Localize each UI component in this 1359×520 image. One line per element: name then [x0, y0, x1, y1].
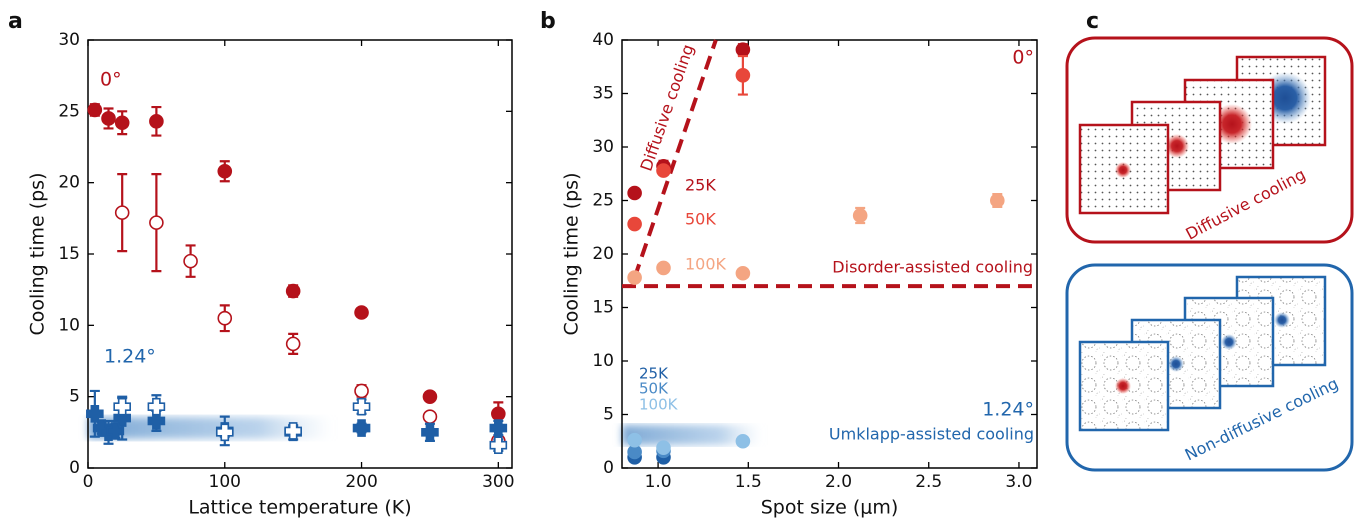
marker [285, 283, 301, 299]
x-axis-title: Lattice temperature (K) [188, 497, 411, 519]
y-tick-label: 20 [592, 244, 614, 264]
panel-label: b [540, 9, 556, 34]
marker [422, 409, 438, 424]
marker [217, 310, 233, 326]
annotation: 1.24° [104, 346, 156, 368]
marker [284, 422, 302, 440]
annotation: Umklapp-assisted cooling [829, 425, 1034, 444]
marker [489, 436, 508, 454]
marker [990, 193, 1005, 208]
plot-frame [87, 39, 513, 469]
y-tick-label: 25 [58, 101, 80, 121]
series-label: 100K [639, 396, 679, 414]
y-tick-label: 30 [592, 137, 614, 157]
marker [735, 68, 751, 83]
marker [491, 406, 506, 422]
y-tick-label: 10 [592, 351, 614, 371]
marker [149, 215, 164, 230]
y-tick-label: 0 [603, 458, 614, 478]
marker [352, 397, 371, 416]
marker [627, 432, 642, 448]
series-label: 25K [685, 176, 716, 195]
marker [215, 423, 234, 442]
y-tick-label: 40 [592, 30, 614, 50]
marker [114, 115, 130, 131]
marker [489, 419, 508, 437]
marker [147, 397, 166, 416]
x-tick-label: 3.0 [1005, 472, 1032, 492]
marker [113, 397, 131, 416]
diffusive-diagram: Diffusive cooling [1065, 36, 1354, 244]
marker [852, 208, 868, 223]
series-label: 100K [685, 255, 727, 274]
y-tick-label: 15 [592, 298, 614, 318]
x-tick-label: 0 [83, 472, 94, 492]
y-axis-title: Cooling time (ps) [561, 173, 583, 336]
marker [656, 163, 671, 178]
panel-label: a [8, 9, 23, 34]
blur-band [622, 425, 762, 445]
marker [421, 423, 439, 442]
y-tick-label: 30 [58, 30, 80, 50]
marker [285, 336, 301, 352]
x-tick-label: 1.0 [645, 472, 672, 492]
marker [656, 260, 671, 276]
y-tick-label: 15 [58, 244, 80, 264]
marker [354, 305, 369, 320]
y-tick-label: 0 [69, 458, 80, 478]
x-axis-title: Spot size (μm) [761, 497, 899, 519]
x-tick-label: 200 [345, 472, 377, 492]
y-tick-label: 5 [603, 405, 614, 425]
annotation: 0° [100, 69, 122, 91]
marker [422, 389, 438, 404]
panel-label: c [1086, 9, 1099, 34]
marker [735, 433, 751, 449]
y-tick-label: 10 [58, 315, 80, 335]
marker [149, 114, 164, 129]
marker [101, 111, 116, 126]
y-tick-label: 20 [58, 173, 80, 193]
plot-frame [621, 39, 1038, 469]
x-tick-label: 100 [209, 472, 241, 492]
marker [217, 163, 233, 179]
marker [352, 419, 371, 437]
marker [735, 265, 751, 281]
marker [656, 440, 671, 455]
marker [114, 205, 130, 220]
line-label: Diffusive cooling [636, 42, 697, 174]
y-tick-label: 25 [592, 191, 614, 211]
non-diffusive-diagram: Non-diffusive cooling [1065, 263, 1354, 472]
reference-line [632, 39, 718, 279]
x-tick-label: 300 [482, 472, 514, 492]
annotation: 0° [1012, 47, 1034, 69]
series-label: 50K [639, 380, 669, 398]
marker [183, 253, 198, 269]
line-label: Disorder-assisted cooling [832, 258, 1033, 277]
marker [627, 185, 642, 201]
y-tick-label: 35 [592, 84, 614, 104]
marker [627, 216, 642, 232]
y-axis-title: Cooling time (ps) [27, 173, 49, 336]
marker [735, 42, 751, 57]
y-tick-label: 5 [69, 387, 80, 407]
marker [87, 102, 103, 118]
x-tick-label: 1.5 [735, 472, 762, 492]
series-label: 50K [685, 210, 716, 229]
annotation: 1.24° [982, 399, 1034, 421]
x-tick-label: 2.0 [825, 472, 852, 492]
series-label: 25K [639, 365, 669, 383]
x-tick-label: 2.5 [915, 472, 942, 492]
marker [354, 383, 369, 399]
marker [627, 270, 642, 285]
